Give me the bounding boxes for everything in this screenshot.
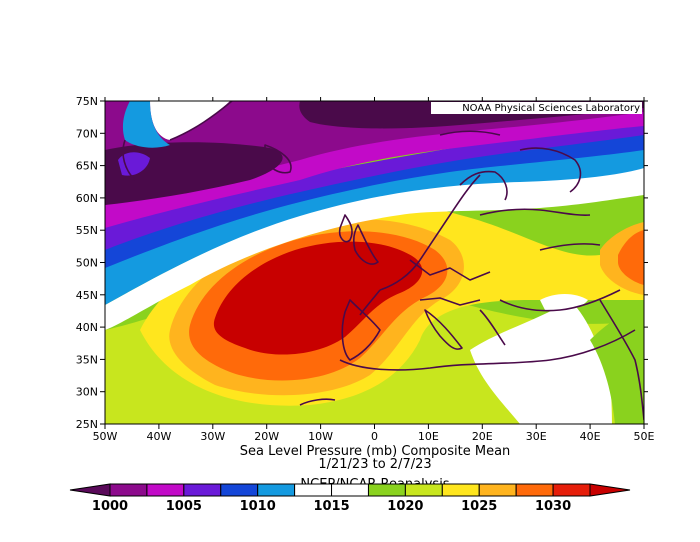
lat-tick-label: 30N (76, 386, 98, 399)
colorbar-swatch (109, 483, 148, 497)
lat-tick-label: 35N (76, 353, 98, 366)
lat-tick-label: 75N (76, 95, 98, 108)
greenland-blue (122, 101, 170, 148)
colorbar-label: 1010 (240, 499, 276, 514)
lat-tick-label: 55N (76, 224, 98, 237)
lon-tick-label: 20E (472, 430, 493, 443)
colorbar: 1000 1005 1010 1015 1020 1025 1030 (69, 483, 631, 514)
colorbar-swatch (552, 483, 591, 497)
lon-tick-label: 0 (371, 430, 378, 443)
title-line-2: 1/21/23 to 2/7/23 (318, 457, 431, 472)
colorbar-swatch (367, 483, 406, 497)
band-1015 (105, 165, 644, 330)
lat-tick-label: 25N (76, 418, 98, 431)
band-1005 (105, 122, 644, 250)
credit-text: NOAA Physical Sciences Laboratory (462, 103, 640, 114)
east-high-1028 (618, 230, 644, 285)
band-1000 (105, 101, 644, 205)
pressure-field (105, 101, 644, 424)
colorbar-swatch (331, 483, 369, 497)
lon-tick-label: 40W (146, 430, 171, 443)
arabia-green (590, 305, 644, 424)
lon-tick-label: 50E (634, 430, 655, 443)
colorbar-swatch (515, 483, 554, 497)
band-1010 (105, 145, 644, 305)
colorbar-swatch (183, 483, 222, 497)
lon-tick-label: 30E (526, 430, 547, 443)
lat-tick-label: 40N (76, 321, 98, 334)
credit-box (431, 102, 642, 114)
lat-tick-label: 45N (76, 289, 98, 302)
greenland-indigo (118, 152, 150, 176)
colorbar-label: 1030 (535, 499, 571, 514)
colorbar-swatch (478, 483, 517, 497)
lat-tick-label: 65N (76, 160, 98, 173)
lat-tick-label: 70N (76, 127, 98, 140)
latitude-axis: 75N 70N 65N 60N 55N 50N 45N 40N 35N 30N 25N (76, 95, 648, 431)
lon-tick-label: 20W (254, 430, 279, 443)
lat-tick-label: 50N (76, 257, 98, 270)
lon-tick-label: 40E (580, 430, 601, 443)
colorbar-label: 1005 (166, 499, 202, 514)
band-1008 (105, 130, 644, 268)
lon-tick-label: 10E (418, 430, 439, 443)
colorbar-swatch (441, 483, 480, 497)
lon-tick-label: 10W (308, 430, 333, 443)
colorbar-label: 1015 (313, 499, 349, 514)
africa-white-patch (470, 300, 612, 424)
colorbar-arrow-right (589, 483, 631, 497)
title-line-1: Sea Level Pressure (mb) Composite Mean (240, 444, 511, 459)
colorbar-swatch (146, 483, 185, 497)
colorbar-swatch (220, 483, 259, 497)
colorbar-arrow-left (69, 483, 111, 497)
lat-tick-label: 60N (76, 192, 98, 205)
colorbar-label: 1000 (92, 499, 128, 514)
lon-tick-label: 30W (200, 430, 225, 443)
colorbar-label: 1020 (387, 499, 423, 514)
band-1030 (213, 241, 423, 355)
colorbar-swatch (257, 483, 296, 497)
greenland-white (150, 101, 230, 140)
colorbar-swatch (294, 483, 333, 497)
longitude-axis: 50W 40W 30W 20W 10W 0 10E 20E 30E 40E 50E (93, 97, 655, 443)
colorbar-swatch (404, 483, 443, 497)
colorbar-label: 1025 (461, 499, 497, 514)
lon-tick-label: 50W (93, 430, 118, 443)
coastlines (122, 101, 644, 421)
